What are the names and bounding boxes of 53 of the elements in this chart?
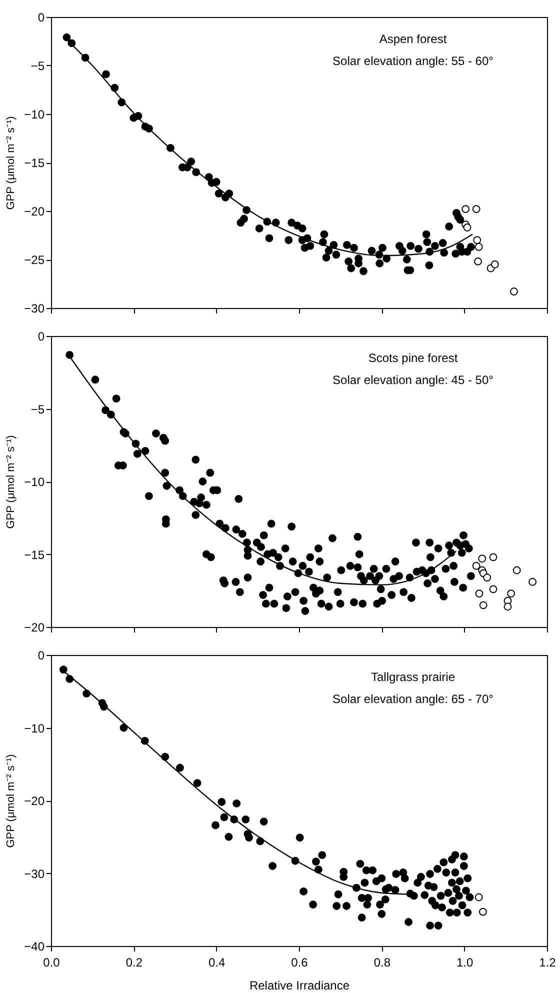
x-tick-label: 1.0 [456,956,474,970]
point [489,553,498,562]
y-tick-label: −30 [24,302,45,316]
point [483,574,492,582]
point [528,578,536,586]
annotation: Aspen forest [379,32,448,46]
point [475,590,484,598]
y-tick-label: −20 [24,794,45,808]
x-axis-title: Relative Irradiance [249,978,350,992]
y-tick-label: −10 [24,475,45,489]
x-tick-label: 1.2 [539,956,556,970]
x-tick-label: 0.0 [43,956,60,970]
y-tick-label: −20 [24,204,45,218]
y-tick-label: −40 [24,940,45,954]
point [507,590,516,598]
x-tick-label: 0.2 [126,956,143,970]
y-axis-title: GPP (μmol m⁻² s⁻¹) [5,754,18,848]
annotation: Solar elevation angle: 55 - 60° [332,54,494,68]
annotation: Solar elevation angle: 45 - 50° [332,373,494,387]
y-tick-label: 0 [38,648,45,662]
annotation: Tallgrass prairie [370,670,456,684]
y-tick-label: −10 [24,721,45,736]
point [478,554,486,563]
point [510,288,518,296]
x-tick-label: 0.8 [374,956,391,970]
point [504,602,512,611]
point [473,236,482,244]
y-axis-title: GPP (μmol m⁻² s⁻¹) [5,116,18,210]
y-tick-label: −25 [24,253,45,267]
point [474,257,482,266]
point [472,205,480,214]
y-axis-title: GPP (μmol m⁻² s⁻¹) [5,435,18,529]
point [489,585,498,594]
point [479,601,488,610]
point [512,566,521,574]
y-tick-label: −30 [24,866,45,881]
point [472,562,480,570]
y-tick-label: 0 [38,330,45,344]
x-tick-label: 0.6 [291,956,308,970]
point [463,224,472,232]
y-tick-label: −5 [30,402,45,416]
annotation: Scots pine forest [368,351,458,365]
y-tick-label: −15 [24,156,45,170]
point [462,205,470,214]
y-tick-label: 0 [38,10,45,24]
x-tick-label: 0.4 [208,956,226,970]
y-tick-label: −15 [24,548,45,562]
y-tick-label: −10 [24,108,45,122]
point [490,260,499,268]
annotation: Solar elevation angle: 65 - 70° [332,692,494,706]
y-tick-label: −5 [30,59,45,73]
point [474,242,483,251]
y-tick-label: −20 [24,620,45,634]
